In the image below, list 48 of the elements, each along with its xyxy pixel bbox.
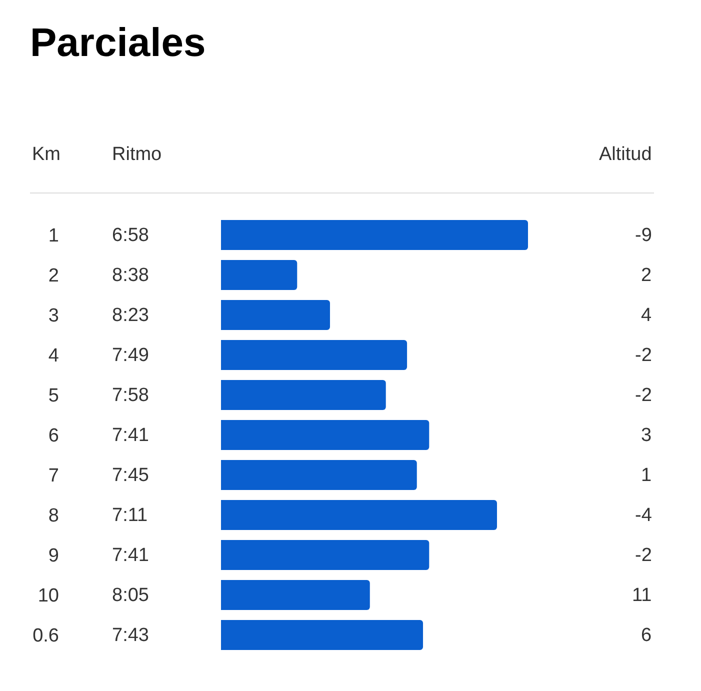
text: 2 [641,265,652,286]
text: 8:05 [112,585,149,606]
text: -9 [635,225,652,246]
text: 7:41 [112,545,149,566]
y-tick-label: 3 [48,306,59,327]
text: 7:43 [112,625,149,646]
text: 7:49 [112,345,149,366]
text: 8:23 [112,305,149,326]
text: -2 [635,545,652,566]
text: 6 [641,625,652,646]
y-tick-label: 2 [48,266,59,287]
text: 7:41 [112,425,149,446]
bar [221,620,424,650]
y-tick-label: 9 [48,546,59,567]
text: 11 [632,585,652,606]
text: 7:11 [112,505,148,526]
y-tick-label: 1 [48,226,59,247]
text: 7:58 [112,385,149,406]
text: 7:45 [112,465,149,486]
y-tick-label: 8 [48,506,59,527]
y-tick-label: 6 [48,426,59,447]
y-tick-label: 0.6 [32,626,59,647]
text: 3 [641,425,652,446]
y-tick-label: 10 [38,586,59,607]
bar [221,420,430,450]
text: -2 [635,345,652,366]
y-tick-label: 4 [48,346,60,367]
bar [221,380,386,410]
y-axis-title: Km [32,144,60,165]
bar [221,460,417,490]
bar [221,300,330,330]
text: Altitud [599,144,652,165]
bar [221,500,497,530]
y-tick-label: 5 [48,386,59,407]
text: -4 [635,505,652,526]
text: 8:38 [112,265,149,286]
text: 1 [641,465,652,486]
bar [221,220,528,250]
chart-title: Parciales [30,21,206,65]
bar [221,340,408,370]
y-tick-label: 7 [48,466,59,487]
text: -2 [635,385,652,406]
bar [221,540,430,570]
text: Ritmo [112,144,162,165]
bar [221,260,298,290]
bar [221,580,370,610]
text: 4 [641,305,652,326]
text: 6:58 [112,225,149,246]
